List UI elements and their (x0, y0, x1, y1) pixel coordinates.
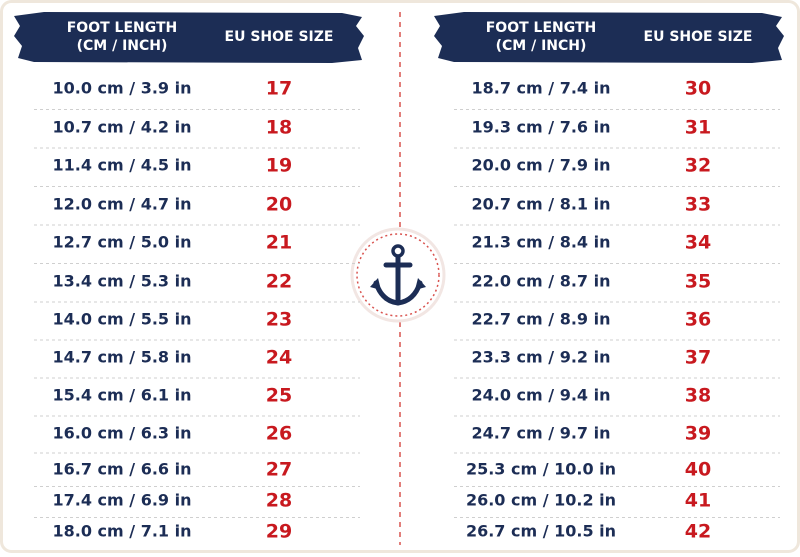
column-header: EU SHOE SIZE (644, 29, 753, 45)
eu-size: 24 (266, 347, 292, 369)
header-band (434, 12, 784, 63)
eu-size: 35 (685, 271, 711, 293)
foot-length: 21.3 cm / 8.4 in (472, 233, 611, 252)
foot-length: 18.0 cm / 7.1 in (53, 522, 192, 541)
foot-length: 12.0 cm / 4.7 in (53, 195, 192, 214)
eu-size: 42 (685, 521, 711, 543)
foot-length: 15.4 cm / 6.1 in (53, 386, 192, 405)
foot-length: 25.3 cm / 10.0 in (466, 460, 616, 479)
eu-size: 28 (266, 490, 292, 512)
eu-size: 26 (266, 423, 292, 445)
eu-size: 22 (266, 271, 292, 293)
foot-length: 14.0 cm / 5.5 in (53, 310, 192, 329)
column-header: FOOT LENGTH (67, 20, 178, 36)
eu-size: 41 (685, 490, 711, 512)
header-band (14, 12, 364, 63)
foot-length: 17.4 cm / 6.9 in (53, 491, 192, 510)
eu-size: 27 (266, 459, 292, 481)
eu-size: 19 (266, 155, 292, 177)
foot-length: 18.7 cm / 7.4 in (472, 79, 611, 98)
foot-length: 26.7 cm / 10.5 in (466, 522, 616, 541)
eu-size: 30 (685, 78, 711, 100)
foot-length: 22.0 cm / 8.7 in (472, 272, 611, 291)
foot-length: 16.0 cm / 6.3 in (53, 424, 192, 443)
foot-length: 24.0 cm / 9.4 in (472, 386, 611, 405)
eu-size: 37 (685, 347, 711, 369)
column-header: (CM / INCH) (496, 38, 587, 54)
column-header: FOOT LENGTH (486, 20, 597, 36)
eu-size: 38 (685, 385, 711, 407)
eu-size: 29 (266, 521, 292, 543)
foot-length: 19.3 cm / 7.6 in (472, 118, 611, 137)
eu-size: 33 (685, 194, 711, 216)
eu-size: 23 (266, 309, 292, 331)
column-header: EU SHOE SIZE (225, 29, 334, 45)
foot-length: 13.4 cm / 5.3 in (53, 272, 192, 291)
eu-size: 21 (266, 232, 292, 254)
eu-size: 34 (685, 232, 711, 254)
eu-size: 18 (266, 117, 292, 139)
eu-size: 32 (685, 155, 711, 177)
foot-length: 26.0 cm / 10.2 in (466, 491, 616, 510)
foot-length: 24.7 cm / 9.7 in (472, 424, 611, 443)
eu-size: 40 (685, 459, 711, 481)
anchor-badge (350, 227, 446, 323)
column-header: (CM / INCH) (77, 38, 168, 54)
foot-length: 16.7 cm / 6.6 in (53, 460, 192, 479)
foot-length: 11.4 cm / 4.5 in (53, 156, 192, 175)
eu-size: 20 (266, 194, 292, 216)
eu-size: 17 (266, 78, 292, 100)
foot-length: 20.0 cm / 7.9 in (472, 156, 611, 175)
foot-length: 14.7 cm / 5.8 in (53, 348, 192, 367)
eu-size: 39 (685, 423, 711, 445)
foot-length: 23.3 cm / 9.2 in (472, 348, 611, 367)
foot-length: 10.0 cm / 3.9 in (53, 79, 192, 98)
foot-length: 22.7 cm / 8.9 in (472, 310, 611, 329)
foot-length: 12.7 cm / 5.0 in (53, 233, 192, 252)
foot-length: 20.7 cm / 8.1 in (472, 195, 611, 214)
eu-size: 25 (266, 385, 292, 407)
eu-size: 36 (685, 309, 711, 331)
eu-size: 31 (685, 117, 711, 139)
foot-length: 10.7 cm / 4.2 in (53, 118, 192, 137)
